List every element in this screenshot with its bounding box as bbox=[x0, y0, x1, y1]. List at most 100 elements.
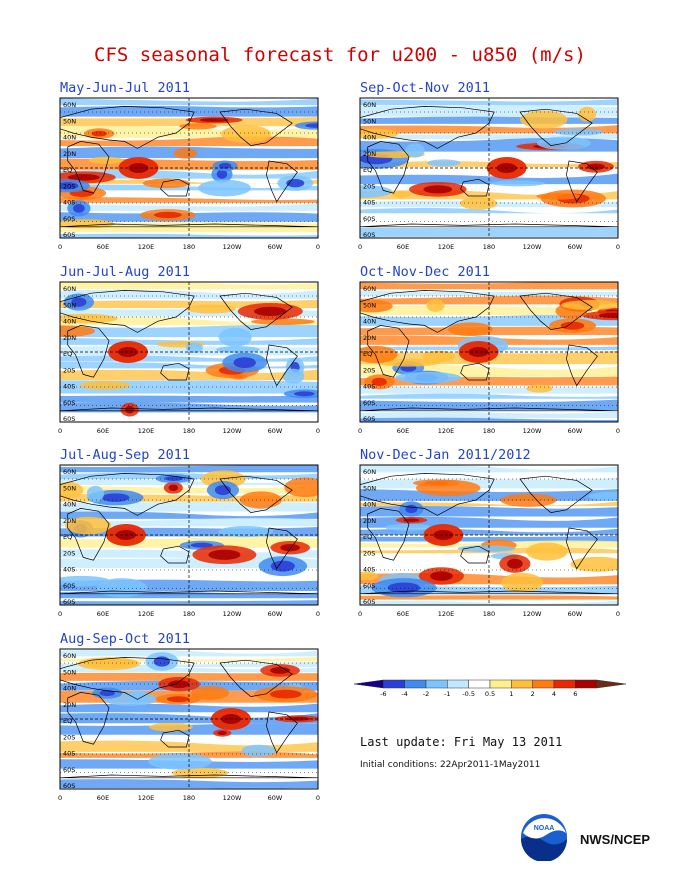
anomaly-contour bbox=[198, 179, 251, 197]
map-frame bbox=[59, 648, 319, 790]
anomaly-core bbox=[423, 185, 453, 194]
legend-swatch bbox=[489, 679, 512, 689]
panel-title: Jun-Jul-Aug 2011 bbox=[60, 264, 191, 280]
coastline bbox=[60, 407, 318, 412]
lat-tick-label: 20N bbox=[63, 517, 76, 525]
anomaly-core bbox=[233, 357, 256, 369]
anomaly-contour bbox=[173, 148, 198, 159]
legend-tick-label: -1 bbox=[444, 690, 450, 698]
panel-title: Oct-Nov-Dec 2011 bbox=[360, 264, 491, 280]
anomaly-core bbox=[73, 203, 85, 213]
anomaly-core bbox=[269, 689, 302, 699]
map-frame bbox=[359, 281, 619, 423]
anomaly-contour bbox=[360, 128, 399, 139]
coastline bbox=[460, 178, 490, 197]
anomaly-core bbox=[67, 174, 100, 181]
anomaly-contour bbox=[60, 575, 111, 587]
lon-tick-label: 180 bbox=[183, 243, 195, 251]
coastline bbox=[160, 729, 190, 748]
anomaly-contour bbox=[360, 345, 398, 364]
lat-tick-label: 50N bbox=[63, 117, 76, 125]
coastline bbox=[67, 141, 110, 194]
anomaly-contour bbox=[86, 485, 104, 502]
lat-tick-label: 20S bbox=[63, 366, 75, 374]
anomaly-core bbox=[433, 530, 454, 540]
lat-tick-label: 20S bbox=[363, 366, 375, 374]
coastline bbox=[460, 545, 490, 564]
coastline bbox=[60, 223, 318, 228]
lon-tick-label: 180 bbox=[183, 427, 195, 435]
anomaly-contour bbox=[284, 477, 318, 498]
coastline bbox=[67, 692, 110, 745]
legend-tick-label: 2 bbox=[531, 690, 535, 698]
lat-tick-label: 20S bbox=[363, 549, 375, 557]
lon-tick-label: 0 bbox=[358, 427, 362, 435]
anomaly-core bbox=[270, 666, 291, 674]
coastline bbox=[219, 659, 293, 697]
anomaly-core bbox=[218, 162, 232, 169]
lat-tick-label: 20S bbox=[63, 549, 75, 557]
lat-tick-label: 50N bbox=[363, 301, 376, 309]
anomaly-core bbox=[101, 493, 130, 502]
lon-tick-label: 0 bbox=[316, 794, 320, 802]
anomaly-core bbox=[286, 716, 311, 721]
panel-ndj: Nov-Dec-Jan 2011/2012 60N 50N 40N 20N EQ 20S 4… bbox=[358, 447, 620, 623]
legend-swatch bbox=[596, 679, 627, 689]
anomaly-core bbox=[430, 571, 453, 581]
legend-swatch bbox=[575, 679, 597, 689]
lon-tick-label: 120E bbox=[138, 794, 155, 802]
lon-tick-label: 60W bbox=[268, 794, 283, 802]
lon-tick-label: 0 bbox=[58, 243, 62, 251]
lat-tick-label: 40N bbox=[63, 318, 76, 326]
lat-tick-label: 60N bbox=[63, 101, 76, 109]
legend-swatch bbox=[404, 679, 427, 689]
lon-tick-label: 0 bbox=[616, 243, 620, 251]
lon-tick-label: 60E bbox=[97, 243, 109, 251]
lat-tick-label: 60S bbox=[363, 598, 375, 606]
anomaly-contour bbox=[282, 368, 305, 384]
anomaly-contour bbox=[79, 380, 131, 390]
anomaly-contour bbox=[578, 106, 597, 122]
shading-band bbox=[360, 99, 618, 106]
lon-tick-label: 60W bbox=[268, 427, 283, 435]
coastline bbox=[566, 527, 598, 570]
anomaly-core bbox=[468, 347, 489, 357]
lat-tick-label: 20N bbox=[363, 150, 376, 158]
lon-tick-label: 0 bbox=[316, 427, 320, 435]
shading-band bbox=[60, 316, 318, 326]
shading-band bbox=[60, 735, 318, 741]
lon-tick-label: 0 bbox=[58, 610, 62, 618]
lat-tick-label: 40S bbox=[363, 383, 375, 391]
anomaly-contour bbox=[60, 482, 84, 499]
lat-tick-label: 60S bbox=[363, 215, 375, 223]
legend-swatch bbox=[468, 679, 491, 689]
lon-tick-label: 120E bbox=[438, 427, 455, 435]
coastline bbox=[60, 290, 195, 333]
lat-tick-label: EQ bbox=[63, 166, 72, 174]
lat-tick-label: 60N bbox=[363, 468, 376, 476]
lat-tick-label: 40N bbox=[363, 501, 376, 509]
anomaly-contour bbox=[148, 722, 193, 732]
anomaly-core bbox=[168, 680, 190, 689]
map-frame bbox=[59, 464, 319, 606]
anomaly-contour bbox=[457, 545, 516, 553]
lat-tick-label: 60N bbox=[63, 652, 76, 660]
lat-tick-label: 50N bbox=[63, 668, 76, 676]
panel-title: May-Jun-Jul 2011 bbox=[60, 80, 191, 96]
lat-tick-label: 60N bbox=[363, 101, 376, 109]
anomaly-contour bbox=[186, 304, 236, 314]
lat-tick-label: 60S bbox=[363, 231, 375, 239]
lon-tick-label: 0 bbox=[316, 243, 320, 251]
coastline bbox=[360, 106, 495, 149]
shading-band bbox=[60, 184, 318, 191]
anomaly-contour bbox=[179, 123, 217, 130]
anomaly-contour bbox=[536, 192, 581, 200]
shading-band bbox=[60, 713, 318, 724]
legend-tick-label: 4 bbox=[552, 690, 556, 698]
lat-tick-label: 60S bbox=[63, 598, 75, 606]
anomaly-contour bbox=[96, 578, 148, 598]
anomaly-contour bbox=[405, 143, 425, 158]
panel-title: Sep-Oct-Nov 2011 bbox=[360, 80, 491, 96]
